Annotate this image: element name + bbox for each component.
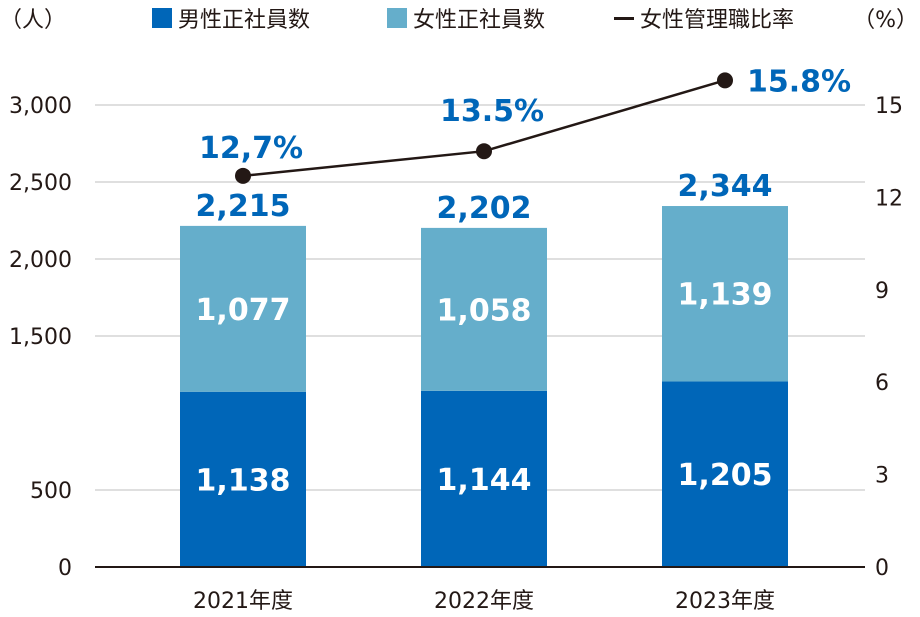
x-tick-label-2: 2022年度: [434, 589, 534, 614]
line-point-2: [476, 143, 492, 160]
x-tick-label-1: 2021年度: [193, 589, 293, 614]
left-tick-label-4: 2,500: [9, 171, 72, 196]
bar-total-label-1: 2,215: [196, 189, 291, 224]
line-value-label-1: 12,7%: [199, 131, 303, 166]
left-tick-label-3: 2,000: [9, 248, 72, 273]
left-tick-label-0: 0: [58, 556, 72, 581]
bar-total-label-3: 2,344: [678, 169, 773, 204]
bar-total-label-2: 2,202: [437, 191, 532, 226]
line-point-1: [235, 167, 251, 184]
right-tick-label-5: 15: [875, 94, 903, 119]
legend-swatch-1: [152, 8, 172, 28]
left-tick-label-2: 1,500: [9, 325, 72, 350]
bar-value-label-male-2: 1,144: [437, 463, 532, 498]
bar-value-label-male-1: 1,138: [196, 463, 291, 498]
legend-label-2: 女性正社員数: [413, 8, 545, 33]
x-tick-label-3: 2023年度: [675, 589, 775, 614]
bar-male-1: [180, 391, 306, 567]
left-tick-label-5: 3,000: [9, 94, 72, 119]
bar-male-2: [421, 390, 547, 567]
bar-female-1: [180, 225, 306, 392]
bar-female-3: [662, 206, 788, 382]
bar-value-label-female-2: 1,058: [437, 293, 532, 328]
right-tick-label-1: 3: [875, 464, 889, 489]
left-tick-label-1: 500: [30, 479, 72, 504]
legend-label-1: 男性正社員数: [178, 8, 310, 33]
bar-female-2: [421, 227, 547, 391]
bar-value-label-male-3: 1,205: [678, 458, 773, 493]
line-point-3: [717, 72, 733, 89]
left-axis-unit: （人）: [0, 8, 66, 33]
legend: 男性正社員数 女性正社員数 女性管理職比率: [152, 8, 794, 33]
legend-swatch-2: [387, 8, 407, 28]
right-tick-label-2: 6: [875, 371, 889, 396]
right-axis-ticks: 0 3 6 9 12 15: [875, 94, 903, 581]
line-value-label-2: 13.5%: [440, 94, 544, 129]
bar-value-label-female-1: 1,077: [196, 293, 291, 328]
legend-label-3: 女性管理職比率: [640, 8, 794, 33]
x-axis-tick-labels: 2021年度 2022年度 2023年度: [193, 589, 775, 614]
line-series: 12,7% 13.5% 15.8%: [199, 64, 851, 184]
right-tick-label-0: 0: [875, 556, 889, 581]
left-axis-ticks: 0 500 1,500 2,000 2,500 3,000: [9, 94, 72, 581]
right-axis-unit: （%）: [853, 8, 918, 33]
bar-male-3: [662, 381, 788, 567]
bars: 1,138 1,077 2,215 1,144 1,058 2,202 1,205 1,139…: [180, 169, 788, 567]
legend-line-symbol: [614, 17, 634, 20]
line-value-label-3: 15.8%: [747, 64, 851, 99]
bar-value-label-female-3: 1,139: [678, 278, 773, 313]
right-tick-label-3: 9: [875, 279, 889, 304]
right-tick-label-4: 12: [875, 186, 903, 211]
